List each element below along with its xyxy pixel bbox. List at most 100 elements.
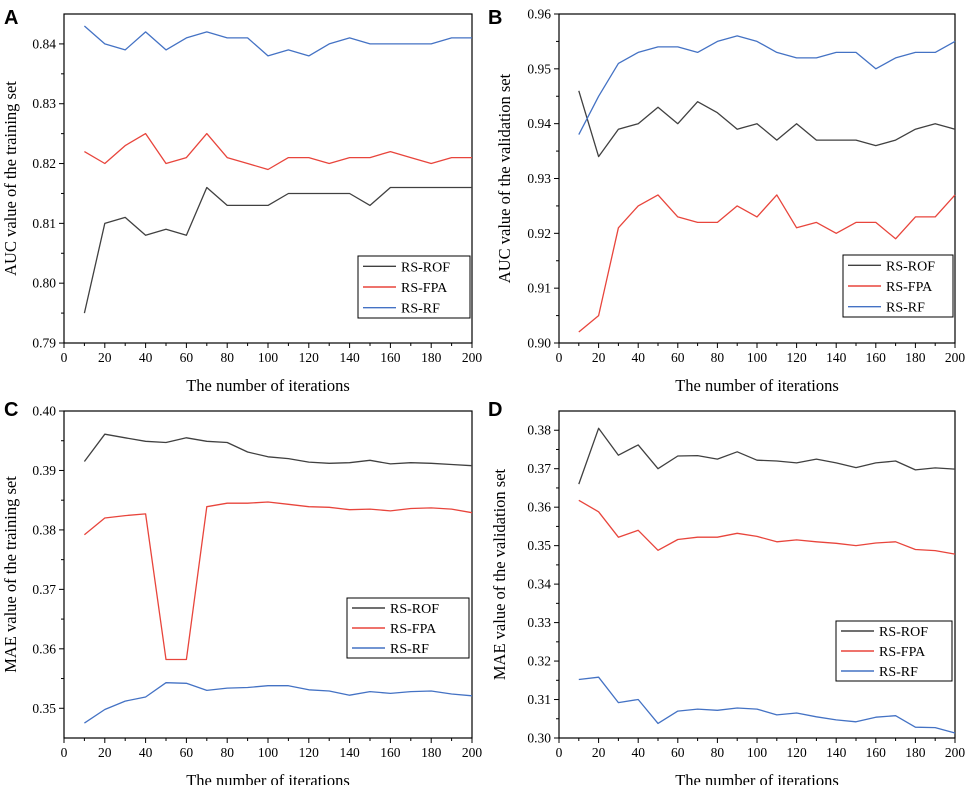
- legend-label: RS-RF: [879, 665, 918, 680]
- x-tick-label: 40: [631, 745, 645, 760]
- y-tick-label: 0.94: [527, 116, 551, 131]
- y-axis-title: MAE value of the validation set: [490, 468, 509, 680]
- chart-panel-a: A 0 20 40 60 80 100 120 140 160 180 200 0.79 0.80 0.81…: [1, 7, 482, 395]
- y-tick-label: 0.36: [32, 641, 56, 656]
- legend-label: RS-RF: [886, 301, 925, 316]
- y-tick-label: 0.38: [32, 522, 56, 537]
- series-line-rs-fpa: [83, 501, 473, 661]
- y-tick-label: 0.30: [527, 731, 551, 746]
- y-tick-label: 0.34: [527, 577, 551, 592]
- y-tick-label: 0.35: [527, 538, 551, 553]
- y-tick-label: 0.91: [527, 281, 551, 296]
- y-tick-label: 0.84: [32, 36, 56, 51]
- y-axis-title: AUC value of the validation set: [495, 73, 514, 283]
- series-line-rs-rf: [578, 35, 956, 135]
- legend: RS-ROF RS-FPA RS-RF: [842, 254, 954, 318]
- y-tick-label: 0.92: [527, 226, 551, 241]
- legend-label: RS-FPA: [886, 280, 933, 295]
- panel-letter: C: [4, 399, 18, 421]
- y-tick-label: 0.81: [32, 216, 56, 231]
- y-tick-label: 0.35: [32, 701, 56, 716]
- x-tick-label: 200: [945, 350, 966, 365]
- y-tick-label: 0.33: [527, 615, 551, 630]
- x-tick-label: 60: [180, 350, 194, 365]
- y-tick-label: 0.32: [527, 654, 551, 669]
- series-line-rs-rof: [578, 427, 956, 485]
- y-tick-label: 0.90: [527, 336, 551, 351]
- chart-panel-d: D 0 20 40 60 80 100 120 140 160 180 200 0.30 0.31 0.32…: [488, 399, 965, 785]
- x-tick-label: 100: [747, 745, 768, 760]
- x-tick-label: 40: [139, 745, 153, 760]
- x-axis-title: The number of iterations: [675, 771, 839, 785]
- x-tick-label: 40: [139, 350, 153, 365]
- y-tick-label: 0.93: [527, 171, 551, 186]
- y-tick-label: 0.79: [32, 336, 56, 351]
- x-tick-label: 60: [671, 350, 685, 365]
- x-tick-label: 60: [671, 745, 685, 760]
- x-tick-label: 0: [61, 350, 68, 365]
- x-tick-label: 120: [299, 350, 320, 365]
- y-tick-label: 0.40: [32, 404, 56, 419]
- x-tick-label: 0: [61, 745, 68, 760]
- x-tick-label: 160: [380, 745, 401, 760]
- x-tick-label: 80: [711, 745, 725, 760]
- y-axis-title: AUC value of the training set: [1, 81, 20, 276]
- x-tick-label: 180: [905, 350, 926, 365]
- x-axis-title: The number of iterations: [675, 376, 839, 395]
- panel-letter: B: [488, 7, 502, 29]
- x-tick-label: 200: [945, 745, 966, 760]
- legend-label: RS-FPA: [879, 645, 926, 660]
- x-tick-label: 20: [592, 745, 606, 760]
- series-line-rs-rof: [83, 186, 472, 314]
- y-tick-label: 0.37: [32, 582, 56, 597]
- x-tick-label: 120: [299, 745, 320, 760]
- legend: RS-ROF RS-FPA RS-RF: [357, 255, 471, 319]
- x-tick-label: 0: [556, 350, 563, 365]
- legend-label: RS-FPA: [401, 281, 448, 296]
- legend-label: RS-ROF: [879, 625, 928, 640]
- x-tick-label: 20: [592, 350, 606, 365]
- y-tick-label: 0.31: [527, 692, 551, 707]
- x-axis-title: The number of iterations: [186, 771, 350, 785]
- legend-label: RS-ROF: [390, 602, 439, 617]
- y-tick-label: 0.38: [527, 423, 551, 438]
- x-tick-label: 140: [339, 350, 360, 365]
- x-tick-label: 140: [339, 745, 360, 760]
- y-tick-label: 0.80: [32, 276, 56, 291]
- x-tick-label: 20: [98, 350, 112, 365]
- legend-label: RS-FPA: [390, 622, 437, 637]
- legend: RS-ROF RS-FPA RS-RF: [835, 620, 953, 682]
- y-tick-label: 0.37: [527, 461, 551, 476]
- x-tick-label: 140: [826, 350, 847, 365]
- legend-label: RS-ROF: [401, 260, 450, 275]
- series-line-rs-fpa: [578, 499, 956, 555]
- y-tick-label: 0.83: [32, 96, 56, 111]
- x-tick-label: 180: [905, 745, 926, 760]
- series-line-rs-rof: [578, 90, 956, 158]
- series-line-rs-rof: [83, 433, 473, 467]
- x-tick-label: 20: [98, 745, 112, 760]
- x-tick-label: 160: [866, 745, 887, 760]
- x-tick-label: 80: [220, 350, 234, 365]
- series-line-rs-fpa: [578, 194, 956, 333]
- x-tick-label: 160: [866, 350, 887, 365]
- legend-label: RS-ROF: [886, 259, 935, 274]
- series-line-rs-rf: [83, 25, 472, 57]
- plot-frame: [63, 410, 473, 739]
- x-tick-label: 160: [380, 350, 401, 365]
- x-tick-label: 180: [421, 350, 442, 365]
- x-tick-label: 100: [258, 745, 279, 760]
- x-tick-label: 100: [258, 350, 279, 365]
- y-tick-label: 0.95: [527, 61, 551, 76]
- x-tick-label: 80: [711, 350, 725, 365]
- x-tick-label: 0: [556, 745, 563, 760]
- series-line-rs-fpa: [84, 132, 472, 171]
- x-tick-label: 100: [747, 350, 768, 365]
- series-line-rs-rf: [578, 676, 956, 734]
- x-tick-label: 60: [180, 745, 194, 760]
- series-line-rs-rf: [84, 682, 473, 724]
- y-tick-label: 0.36: [527, 500, 551, 515]
- legend-label: RS-RF: [390, 642, 429, 657]
- panel-letter: D: [488, 399, 502, 421]
